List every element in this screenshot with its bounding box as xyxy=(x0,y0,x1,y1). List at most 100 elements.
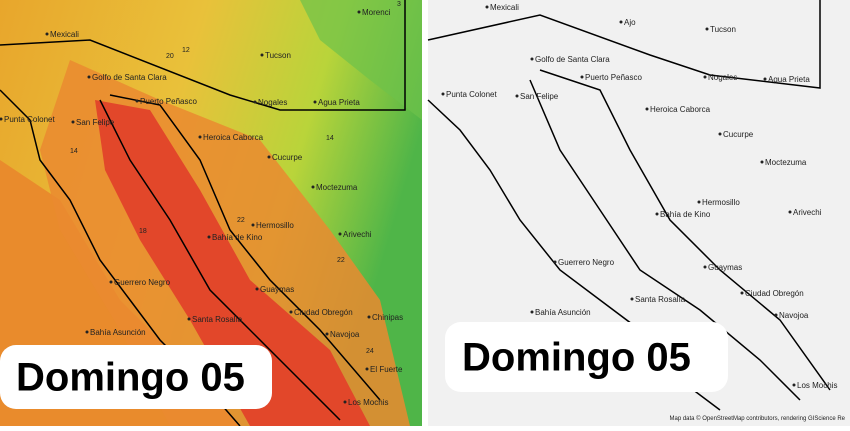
place-label: Arivechi xyxy=(793,208,822,217)
temperature-value: 3 xyxy=(397,1,401,8)
place-label: Nogales xyxy=(708,73,737,82)
place-label: Punta Colonet xyxy=(4,115,55,124)
place-dot xyxy=(343,400,347,404)
place-label: Hermosillo xyxy=(256,221,294,230)
place-label: Bahía de Kino xyxy=(212,233,263,242)
place-label: Guerrero Negro xyxy=(558,258,615,267)
place-dot xyxy=(260,53,264,57)
place-dot xyxy=(365,367,369,371)
place-dot xyxy=(109,280,113,284)
place-dot xyxy=(441,92,445,96)
place-label: Guerrero Negro xyxy=(114,278,171,287)
place-dot xyxy=(267,155,271,159)
place-label: Guaymas xyxy=(708,263,742,272)
temperature-value: 22 xyxy=(337,257,345,264)
place-dot xyxy=(697,200,701,204)
caption-box xyxy=(445,322,728,392)
place-dot xyxy=(760,160,764,164)
place-dot xyxy=(718,132,722,136)
temperature-value: 24 xyxy=(366,348,374,355)
place-label: Agua Prieta xyxy=(768,75,810,84)
place-dot xyxy=(367,315,371,319)
place-dot xyxy=(792,383,796,387)
place-label: Cucurpe xyxy=(723,130,754,139)
place-dot xyxy=(530,57,534,61)
place-dot xyxy=(788,210,792,214)
place-dot xyxy=(85,330,89,334)
place-dot xyxy=(289,310,293,314)
temperature-value: 14 xyxy=(326,135,334,142)
place-label: Bahía Asunción xyxy=(535,308,591,317)
place-label: Nogales xyxy=(258,98,287,107)
place-label: San Felipe xyxy=(76,118,115,127)
place-label: Cucurpe xyxy=(272,153,303,162)
place-dot xyxy=(705,27,709,31)
place-dot xyxy=(198,135,202,139)
place-dot xyxy=(645,107,649,111)
place-dot xyxy=(580,75,584,79)
place-label: Golfo de Santa Clara xyxy=(535,55,610,64)
temperature-value: 18 xyxy=(139,228,147,235)
place-label: Arivechi xyxy=(343,230,372,239)
place-label: Santa Rosalía xyxy=(635,295,686,304)
temperature-value: 12 xyxy=(182,47,190,54)
place-label: San Felipe xyxy=(520,92,559,101)
place-label: Ajo xyxy=(624,18,636,27)
place-label: Moctezuma xyxy=(765,158,807,167)
place-label: Chinipas xyxy=(372,313,403,322)
place-dot xyxy=(530,310,534,314)
place-label: Moctezuma xyxy=(316,183,358,192)
place-label: Puerto Peñasco xyxy=(585,73,642,82)
caption-box xyxy=(0,345,272,409)
place-dot xyxy=(553,260,557,264)
place-label: Puerto Peñasco xyxy=(140,97,197,106)
place-dot xyxy=(630,297,634,301)
caption: Domingo 05 xyxy=(16,356,245,400)
place-dot xyxy=(0,117,3,121)
temperature-value: 22 xyxy=(237,217,245,224)
place-label: Santa Rosalía xyxy=(192,315,243,324)
place-label: Navojoa xyxy=(779,311,809,320)
place-label: Mexicali xyxy=(490,3,519,12)
place-dot xyxy=(515,94,519,98)
place-label: Punta Colonet xyxy=(446,90,497,99)
place-label: El Fuerte xyxy=(370,365,403,374)
place-label: Hermosillo xyxy=(702,198,740,207)
place-dot xyxy=(703,265,707,269)
place-label: Ciudad Obregón xyxy=(745,289,804,298)
place-dot xyxy=(485,5,489,9)
place-dot xyxy=(740,291,744,295)
place-label: Los Mochis xyxy=(348,398,388,407)
place-label: Tucson xyxy=(265,51,291,60)
place-dot xyxy=(251,223,255,227)
place-dot xyxy=(135,99,139,103)
place-dot xyxy=(763,77,767,81)
place-dot xyxy=(619,20,623,24)
place-label: Ciudad Obregón xyxy=(294,308,353,317)
place-dot xyxy=(207,235,211,239)
place-dot xyxy=(338,232,342,236)
temperature-value: 14 xyxy=(70,148,78,155)
place-dot xyxy=(71,120,75,124)
place-label: Heroica Caborca xyxy=(203,133,264,142)
caption: Domingo 05 xyxy=(462,336,691,380)
place-label: Golfo de Santa Clara xyxy=(92,73,167,82)
place-label: Guaymas xyxy=(260,285,294,294)
place-dot xyxy=(45,32,49,36)
place-dot xyxy=(325,332,329,336)
place-dot xyxy=(774,313,778,317)
place-label: Bahía Asunción xyxy=(90,328,146,337)
place-dot xyxy=(253,100,257,104)
place-dot xyxy=(703,75,707,79)
place-label: Mexicali xyxy=(50,30,79,39)
place-dot xyxy=(311,185,315,189)
temperature-value: 20 xyxy=(166,53,174,60)
place-label: Los Mochis xyxy=(797,381,837,390)
place-dot xyxy=(357,10,361,14)
attribution: Map data © OpenStreetMap contributors, r… xyxy=(669,415,845,422)
place-label: Heroica Caborca xyxy=(650,105,711,114)
place-label: Bahía de Kino xyxy=(660,210,711,219)
place-dot xyxy=(187,317,191,321)
place-label: Navojoa xyxy=(330,330,360,339)
